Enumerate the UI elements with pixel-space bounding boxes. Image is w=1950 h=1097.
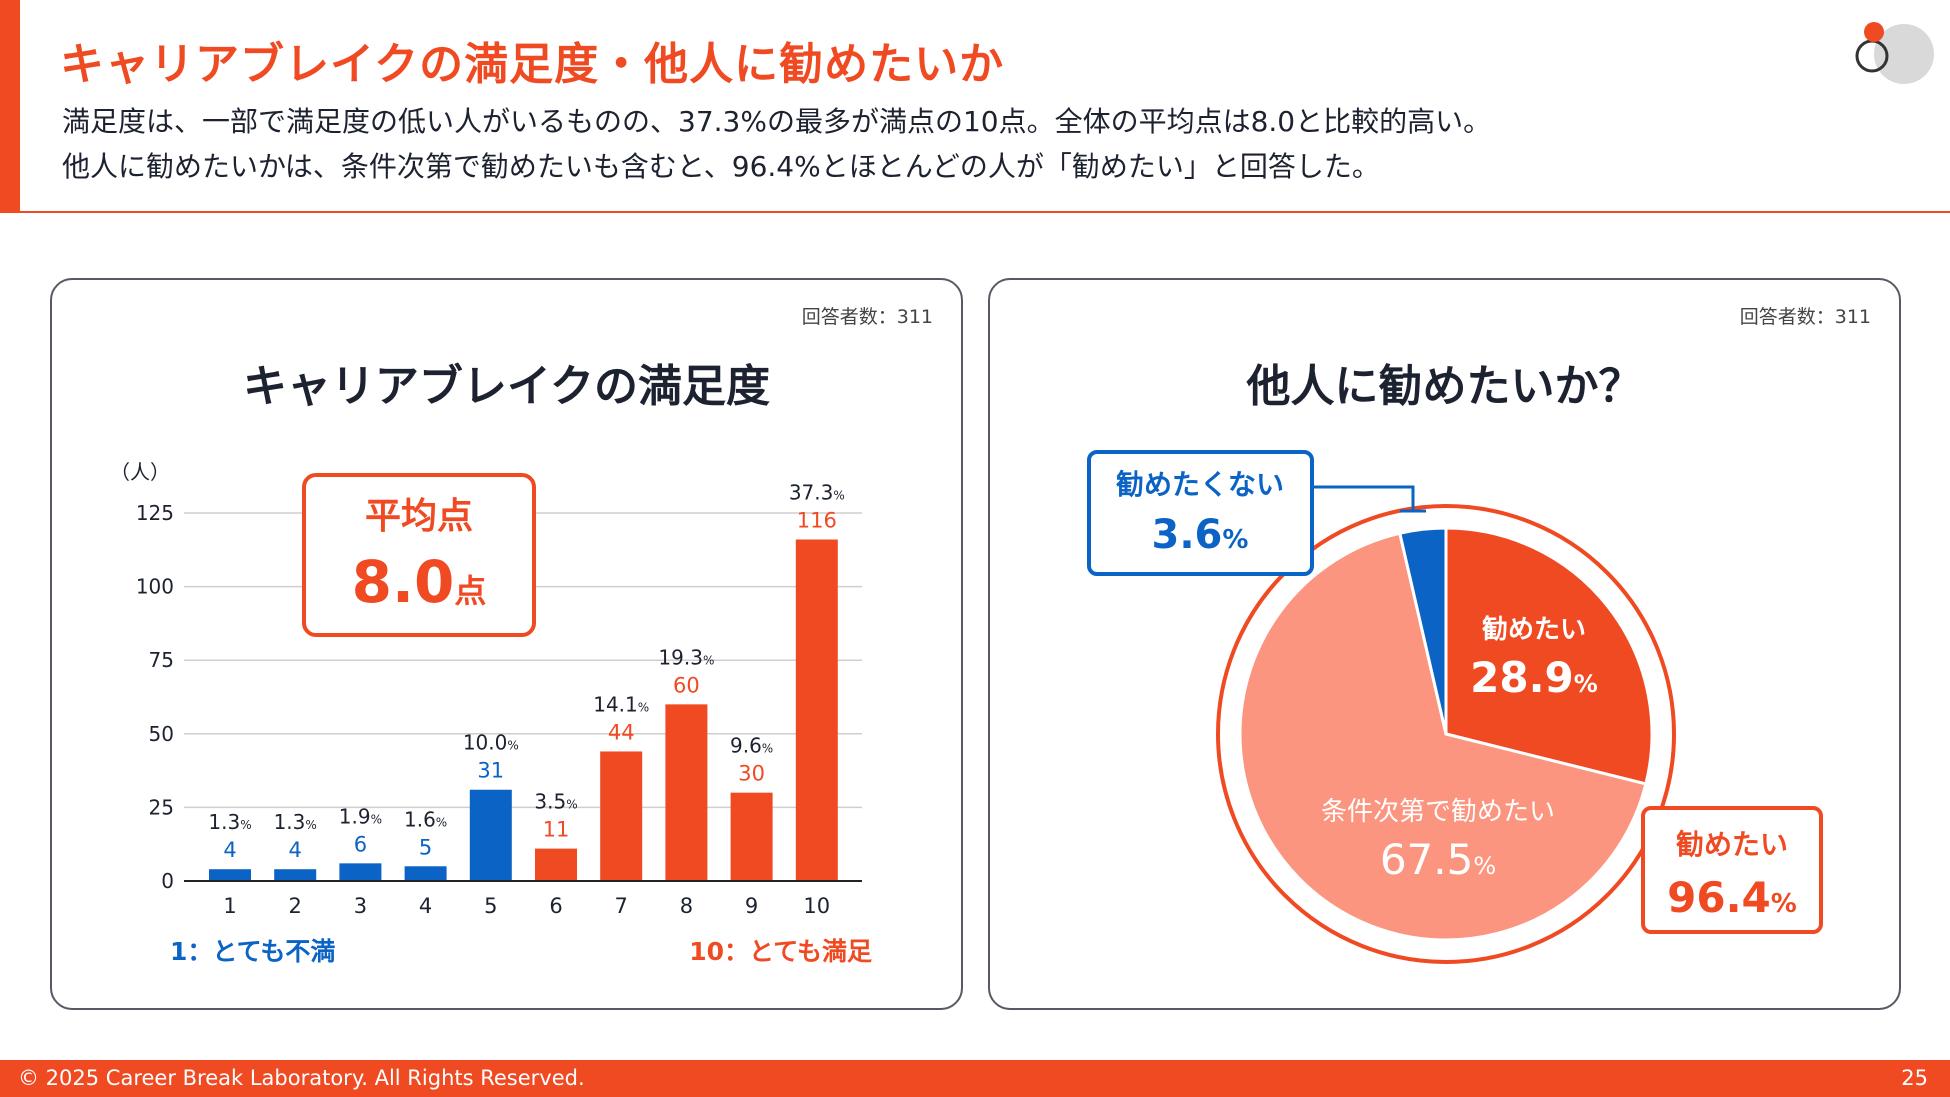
header-divider — [0, 211, 1950, 213]
bar-count-label: 6 — [354, 832, 367, 856]
bar-percent-label: 9.6% — [730, 734, 773, 758]
bar — [600, 751, 643, 881]
footer-copyright: © 2025 Career Break Laboratory. All Righ… — [18, 1066, 585, 1090]
bar-count-label: 4 — [223, 838, 236, 862]
satisfaction-chart-title: キャリアブレイクの満足度 — [242, 361, 771, 412]
scale-low-label: 1：とても不満 — [170, 937, 335, 966]
average-score-value: 8.0点 — [352, 548, 487, 616]
pie-slice — [1238, 531, 1648, 942]
x-tick-label: 2 — [289, 894, 302, 918]
recommend-pie-chart: 勧めたい 28.9% 条件次第で勧めたい 67.5% 勧めたくない 3.6% 勧… — [1087, 450, 1823, 964]
bar-percent-label: 1.3% — [274, 810, 317, 834]
x-tick-label: 5 — [484, 894, 497, 918]
average-score-box — [302, 473, 536, 637]
brand-logo-icon — [1855, 22, 1934, 84]
x-tick-label: 4 — [419, 894, 432, 918]
y-tick-label: 100 — [136, 575, 174, 599]
not-recommend-callout-box — [1087, 450, 1314, 576]
y-tick-label: 0 — [161, 869, 174, 893]
bar-percent-label: 1.6% — [404, 807, 447, 831]
slice-value-conditional: 67.5% — [1380, 835, 1496, 884]
bar — [274, 869, 317, 881]
x-tick-label: 10 — [803, 894, 830, 918]
bar-percent-label: 3.5% — [534, 790, 577, 814]
x-tick-label: 3 — [354, 894, 367, 918]
average-score-label: 平均点 — [365, 496, 473, 537]
bar-count-label: 30 — [738, 762, 765, 786]
satisfaction-respondents: 回答者数：311 — [801, 306, 933, 328]
total-recommend-label: 勧めたい — [1676, 828, 1788, 861]
footer-bar: © 2025 Career Break Laboratory. All Righ… — [0, 1060, 1950, 1097]
x-tick-label: 7 — [615, 894, 628, 918]
bar — [469, 789, 512, 881]
bar — [404, 866, 447, 881]
y-axis-unit-label: （人） — [110, 460, 170, 484]
y-tick-label: 50 — [149, 722, 174, 746]
bar — [795, 539, 838, 881]
y-tick-label: 25 — [149, 795, 174, 819]
subtitle-line-2: 他人に勧めたいかは、条件次第で勧めたいも含むと、96.4%とほとんどの人が「勧め… — [62, 150, 1380, 183]
bar-count-label: 116 — [797, 508, 837, 532]
scale-high-label: 10：とても満足 — [689, 937, 872, 966]
y-tick-label: 125 — [136, 501, 174, 525]
slice-label-recommend: 勧めたい — [1482, 614, 1586, 645]
bar-percent-label: 10.0% — [463, 731, 519, 755]
bar — [535, 848, 577, 881]
bar-count-label: 11 — [543, 818, 570, 842]
not-recommend-label: 勧めたくない — [1116, 468, 1284, 501]
recommend-respondents: 回答者数：311 — [1739, 306, 1871, 328]
bar-count-label: 60 — [673, 673, 700, 697]
slice-value-recommend: 28.9% — [1470, 653, 1598, 702]
recommend-chart-title: 他人に勧めたいか？ — [1246, 361, 1643, 412]
x-tick-label: 9 — [745, 894, 758, 918]
satisfaction-panel: 回答者数：311 キャリアブレイクの満足度 （人） 0 25 50 75 100 125 … — [50, 278, 963, 1010]
not-recommend-leader-line — [1312, 485, 1426, 513]
x-tick-label: 1 — [223, 894, 236, 918]
page-title: キャリアブレイクの満足度・他人に勧めたいか — [60, 39, 1005, 90]
page-number: 25 — [1901, 1066, 1928, 1090]
bar — [730, 792, 773, 881]
bar-percent-label: 14.1% — [593, 692, 649, 716]
subtitle-line-1: 満足度は、一部で満足度の低い人がいるものの、37.3%の最多が満点の10点。全体… — [62, 105, 1492, 138]
bar-percent-label: 37.3% — [789, 480, 845, 504]
bar-count-label: 4 — [289, 838, 302, 862]
x-tick-label: 6 — [549, 894, 562, 918]
bar-count-label: 5 — [419, 835, 432, 859]
pie-slice — [1444, 526, 1654, 786]
header-accent-bar — [0, 0, 20, 213]
bar-percent-label: 19.3% — [658, 645, 714, 669]
total-recommend-callout-box — [1641, 806, 1823, 934]
total-recommend-value: 96.4% — [1667, 873, 1797, 922]
bar-percent-label: 1.3% — [208, 810, 251, 834]
bar-count-label: 31 — [477, 759, 504, 783]
x-tick-label: 8 — [680, 894, 693, 918]
bar — [209, 869, 251, 881]
y-tick-label: 75 — [149, 648, 174, 672]
recommend-panel: 回答者数：311 他人に勧めたいか？ 勧めたい 28.9% 条件次第で勧めたい … — [988, 278, 1901, 1010]
bar — [339, 863, 382, 881]
bar-percent-label: 1.9% — [339, 804, 382, 828]
bar — [665, 704, 708, 881]
pie-outer-ring — [1216, 504, 1676, 964]
bar-count-label: 44 — [608, 720, 635, 744]
not-recommend-value: 3.6% — [1152, 512, 1249, 558]
slice-label-conditional: 条件次第で勧めたい — [1321, 797, 1555, 827]
pie-slice — [1398, 526, 1448, 735]
